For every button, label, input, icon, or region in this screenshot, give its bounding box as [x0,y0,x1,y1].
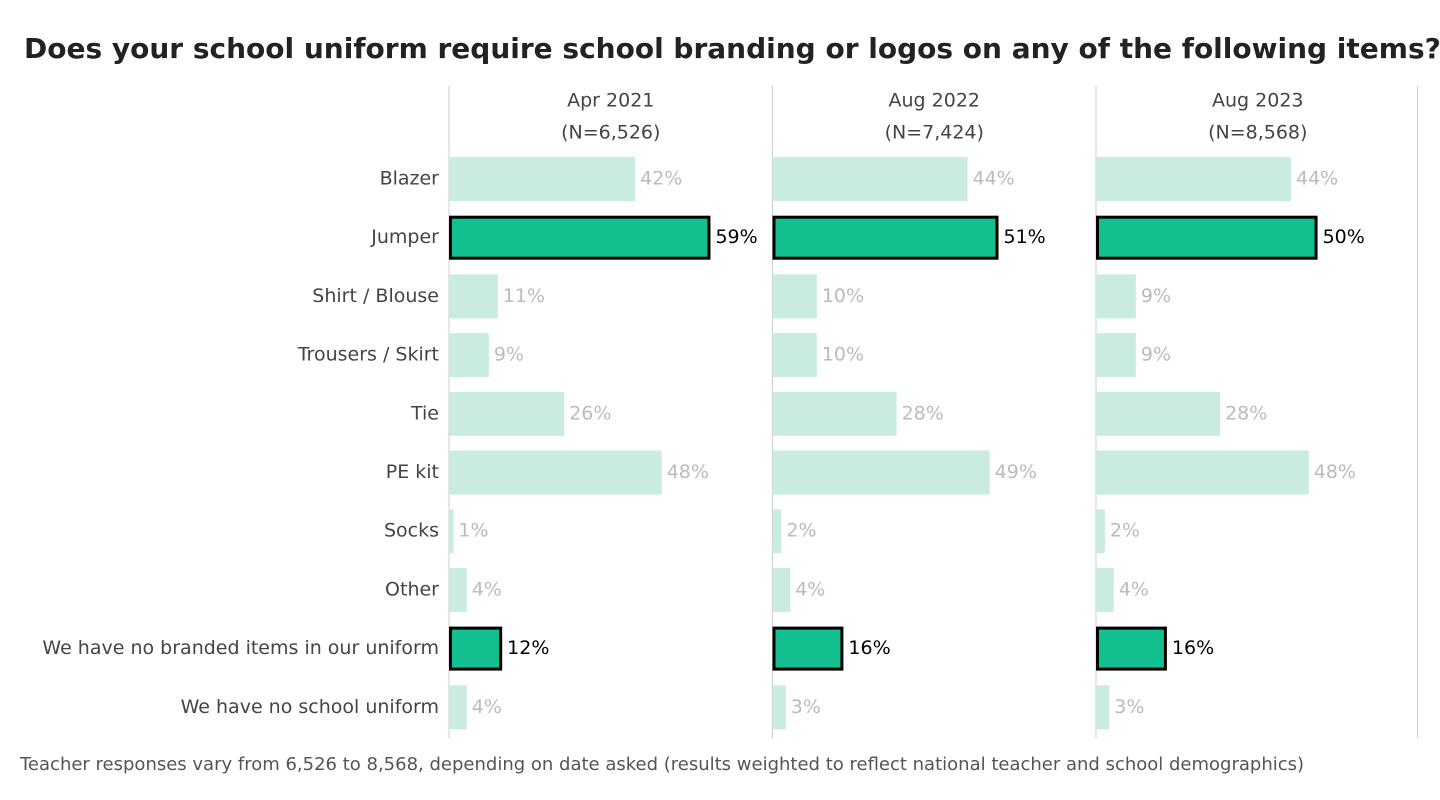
highlight-bar [1096,626,1167,671]
panel-subtitle: (N=7,424) [885,122,984,144]
category-label: Trousers / Skirt [297,344,439,366]
category-label: Shirt / Blouse [312,285,439,307]
value-label: 50% [1323,226,1365,248]
value-label: 4% [472,578,502,600]
bar [1096,333,1136,378]
panel-subtitle: (N=6,526) [561,122,660,144]
value-label: 1% [458,520,488,542]
value-label: 26% [569,402,611,424]
category-label: PE kit [386,461,439,483]
value-label: 44% [972,168,1014,190]
bar [449,450,662,495]
bar [1096,509,1105,554]
bar [772,391,897,436]
bar [1096,391,1221,436]
panel-title: Apr 2021 [567,90,654,112]
category-label: We have no branded items in our uniform [42,637,439,659]
footnote: Teacher responses vary from 6,526 to 8,5… [19,754,1304,775]
value-label: 9% [494,344,524,366]
category-label: We have no school uniform [181,696,439,718]
value-label: 4% [1119,578,1149,600]
bar [1096,157,1291,201]
bar [449,509,454,554]
value-label: 10% [822,344,864,366]
category-label: Socks [384,520,439,542]
value-label: 16% [1172,637,1214,659]
bar [449,685,467,730]
bar [772,157,968,201]
value-label: 59% [715,226,757,248]
value-label: 12% [507,637,549,659]
value-label: 3% [1114,696,1144,718]
value-label: 2% [786,520,816,542]
bar [772,509,782,554]
chart-title: Does your school uniform require school … [24,32,1440,65]
bar [1096,450,1309,495]
highlight-bar [772,626,844,671]
highlight-bar [449,626,503,671]
value-label: 49% [995,461,1037,483]
category-label: Blazer [380,168,440,190]
value-label: 11% [503,285,545,307]
highlight-bar [449,215,711,260]
category-label: Jumper [370,226,439,248]
value-label: 44% [1296,168,1338,190]
value-label: 9% [1141,285,1171,307]
value-label: 10% [822,285,864,307]
value-label: 42% [640,168,682,190]
value-label: 9% [1141,344,1171,366]
value-label: 4% [795,578,825,600]
panel-title: Aug 2022 [889,90,981,112]
bar [1096,685,1110,730]
bar [449,567,467,612]
bar [449,157,636,201]
value-label: 51% [1004,226,1046,248]
value-label: 48% [1314,461,1356,483]
panel-subtitle: (N=8,568) [1208,122,1307,144]
value-label: 28% [902,402,944,424]
bar [772,685,786,730]
value-label: 3% [791,696,821,718]
value-label: 48% [667,461,709,483]
bar [772,274,817,319]
bar [772,567,791,612]
value-label: 2% [1110,520,1140,542]
panel-title: Aug 2023 [1212,90,1304,112]
highlight-bar [1096,215,1318,260]
value-label: 28% [1225,402,1267,424]
bar [1096,567,1114,612]
bar [449,391,565,436]
bar [772,333,817,378]
bar [449,333,489,378]
value-label: 16% [848,637,890,659]
category-label: Tie [410,402,439,424]
category-label: Other [385,578,439,600]
highlight-bar [772,215,999,260]
bar [772,450,990,495]
bar [449,274,498,319]
bar [1096,274,1136,319]
value-label: 4% [472,696,502,718]
